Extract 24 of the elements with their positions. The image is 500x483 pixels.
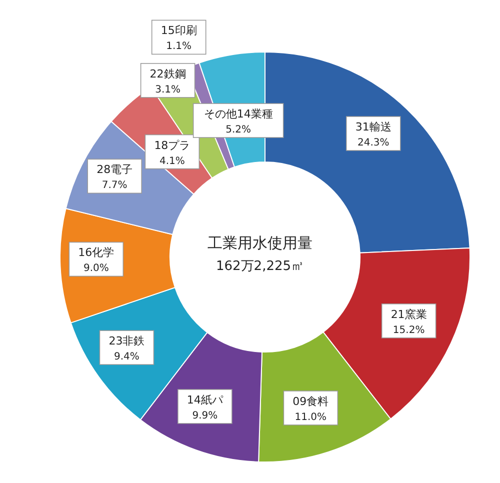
slice-label: 09食料 <box>292 394 329 408</box>
slice-label: 28電子 <box>96 163 133 176</box>
data-label: 4.1% <box>159 156 185 167</box>
slice-label: 22鉄鋼 <box>150 67 186 80</box>
data-label: 24.3% <box>357 138 390 149</box>
data-label: 15.2% <box>392 324 425 336</box>
slice-label: 31輸送 <box>355 120 392 134</box>
text: 162万2,225㎥ <box>216 259 304 274</box>
data-label: 9.0% <box>83 263 109 274</box>
text: 工業用水使用量 <box>208 234 312 252</box>
data-label: 11.0% <box>294 412 327 423</box>
slice-label: 16化学 <box>78 246 114 260</box>
slice-label: 14紙パ <box>186 393 224 406</box>
data-label: 5.2% <box>226 124 252 136</box>
data-label: 9.9% <box>192 410 218 422</box>
data-label: 9.4% <box>114 352 140 363</box>
data-label: 7.7% <box>102 180 128 192</box>
slice-label: その他14業種 <box>204 108 273 121</box>
slice-label: 18プラ <box>154 138 190 152</box>
data-label: 1.1% <box>166 41 192 52</box>
slice-label: 15印刷 <box>160 24 197 38</box>
slice-label: 21窯業 <box>390 308 427 321</box>
data-label: 3.1% <box>155 84 180 96</box>
slice-label: 23非鉄 <box>108 334 145 348</box>
